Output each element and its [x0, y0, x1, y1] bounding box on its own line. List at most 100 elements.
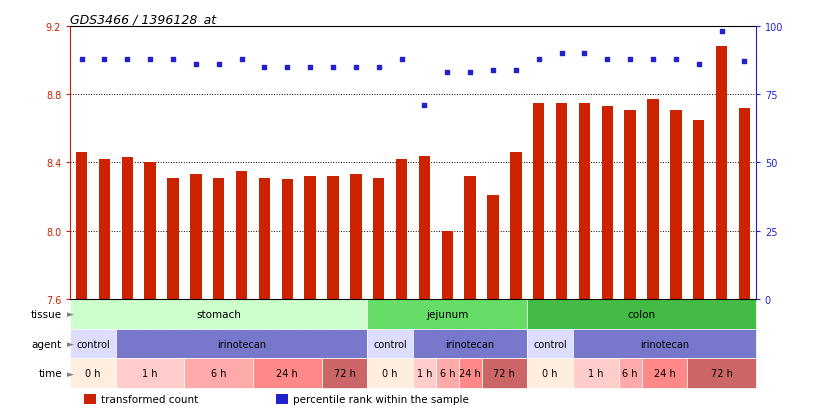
Text: 6 h: 6 h — [439, 368, 455, 378]
Bar — [442, 231, 453, 299]
Point — [281, 64, 294, 71]
Text: tissue: tissue — [31, 309, 62, 319]
Bar — [487, 195, 499, 299]
Bar — [482, 358, 527, 388]
Bar — [693, 121, 705, 299]
Bar — [190, 175, 202, 299]
Text: time: time — [38, 368, 62, 378]
Point — [97, 56, 111, 63]
Text: irinotecan: irinotecan — [445, 339, 495, 349]
Text: GDS3466 / 1396128_at: GDS3466 / 1396128_at — [70, 13, 216, 26]
Text: 1 h: 1 h — [142, 368, 158, 378]
Bar — [276, 394, 288, 404]
Text: agent: agent — [32, 339, 62, 349]
Point — [692, 62, 705, 68]
Bar — [464, 177, 476, 299]
Bar — [670, 110, 681, 299]
Bar — [373, 178, 384, 299]
Bar — [121, 158, 133, 299]
Bar — [168, 178, 178, 299]
Bar — [368, 358, 413, 388]
Bar — [738, 109, 750, 299]
Bar — [527, 358, 573, 388]
Text: 24 h: 24 h — [277, 368, 298, 378]
Point — [738, 59, 751, 66]
Bar — [321, 358, 368, 388]
Text: ►: ► — [67, 309, 74, 318]
Bar — [573, 358, 619, 388]
Bar — [350, 175, 362, 299]
Bar — [70, 329, 116, 358]
Point — [75, 56, 88, 63]
Point — [624, 56, 637, 63]
Bar — [145, 163, 156, 299]
Text: 0 h: 0 h — [85, 368, 101, 378]
Point — [532, 56, 545, 63]
Point — [235, 56, 249, 63]
Text: 1 h: 1 h — [588, 368, 604, 378]
Bar — [327, 177, 339, 299]
Text: control: control — [534, 339, 567, 349]
Bar — [184, 358, 253, 388]
Point — [555, 51, 568, 57]
Point — [463, 70, 477, 76]
Point — [715, 29, 729, 36]
Text: percentile rank within the sample: percentile rank within the sample — [293, 394, 469, 404]
Text: 1 h: 1 h — [416, 368, 432, 378]
Text: ►: ► — [67, 339, 74, 348]
Bar — [413, 329, 527, 358]
Bar — [413, 358, 436, 388]
Point — [144, 56, 157, 63]
Text: 6 h: 6 h — [622, 368, 638, 378]
Bar — [396, 159, 407, 299]
Text: control: control — [373, 339, 407, 349]
Bar — [533, 103, 544, 299]
Bar — [687, 358, 756, 388]
Bar — [116, 358, 184, 388]
Text: 24 h: 24 h — [459, 368, 481, 378]
Bar — [259, 178, 270, 299]
Bar — [527, 329, 573, 358]
Text: irinotecan: irinotecan — [217, 339, 266, 349]
Point — [372, 64, 385, 71]
Bar — [116, 329, 368, 358]
Bar — [579, 103, 590, 299]
Bar — [601, 107, 613, 299]
Bar — [642, 358, 687, 388]
Text: stomach: stomach — [197, 309, 241, 319]
Bar — [624, 110, 636, 299]
Bar — [419, 156, 430, 299]
Bar — [458, 358, 482, 388]
Text: 72 h: 72 h — [710, 368, 733, 378]
Bar — [368, 329, 413, 358]
Point — [121, 56, 134, 63]
Point — [349, 64, 363, 71]
Point — [441, 70, 454, 76]
Text: 0 h: 0 h — [382, 368, 398, 378]
Point — [167, 56, 180, 63]
Point — [395, 56, 408, 63]
Bar — [648, 100, 658, 299]
Bar — [70, 358, 116, 388]
Bar — [253, 358, 321, 388]
Bar — [619, 358, 642, 388]
Text: 72 h: 72 h — [334, 368, 355, 378]
Point — [601, 56, 614, 63]
Text: ►: ► — [67, 369, 74, 378]
Point — [487, 67, 500, 74]
Bar — [305, 177, 316, 299]
Point — [212, 62, 225, 68]
Text: control: control — [76, 339, 110, 349]
Text: 72 h: 72 h — [493, 368, 515, 378]
Bar — [573, 329, 756, 358]
Point — [326, 64, 339, 71]
Text: jejunum: jejunum — [426, 309, 468, 319]
Bar — [213, 178, 225, 299]
Bar — [527, 299, 756, 329]
Point — [578, 51, 591, 57]
Point — [509, 67, 523, 74]
Text: 24 h: 24 h — [653, 368, 675, 378]
Point — [418, 102, 431, 109]
Bar — [76, 153, 88, 299]
Bar — [510, 153, 521, 299]
